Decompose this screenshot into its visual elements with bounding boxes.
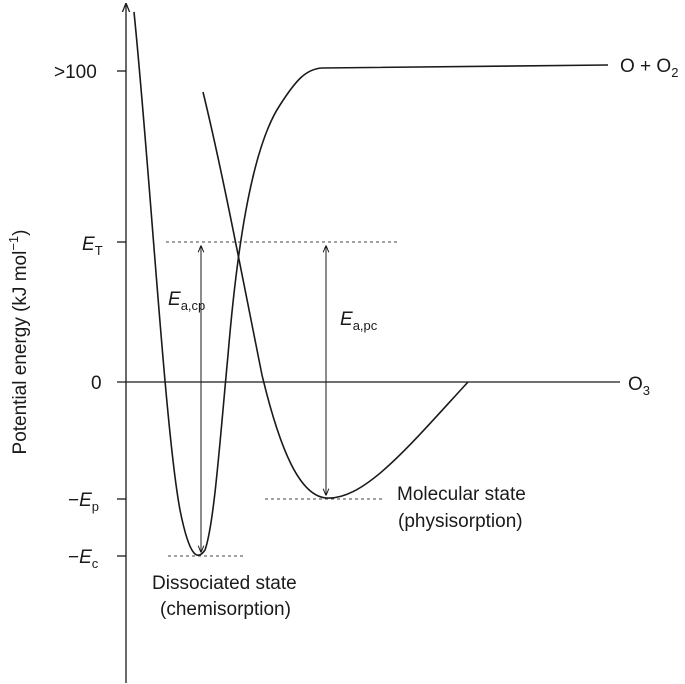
ea-cp-label: Ea,cp (168, 289, 205, 313)
o3-label: O3 (628, 374, 650, 398)
tick-label-et: ET (82, 234, 103, 258)
tick-label-ep: −Ep (68, 490, 99, 514)
chemisorption-curve (133, 11, 609, 556)
physisorption-curve (202, 91, 469, 499)
physisorption-label: (physisorption) (398, 511, 523, 532)
ea-pc-label: Ea,pc (340, 309, 378, 333)
molecular-state-label: Molecular state (397, 484, 526, 505)
dissociated-state-label: Dissociated state (152, 573, 297, 594)
o-plus-o2-label: O + O2 (620, 56, 678, 80)
tick-label-ec: −Ec (68, 547, 99, 571)
chemisorption-label: (chemisorption) (160, 599, 291, 620)
tick-label-100: >100 (54, 62, 97, 83)
tick-label-zero: 0 (91, 373, 102, 394)
y-axis-title: Potential energy (kJ mol−1) (6, 230, 31, 455)
